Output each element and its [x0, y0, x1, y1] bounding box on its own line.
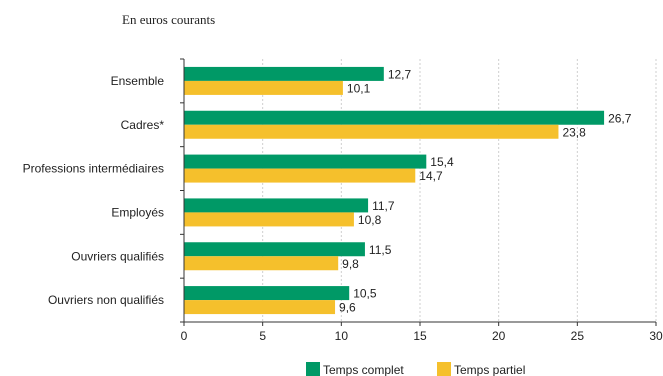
data-label: 10,8	[358, 213, 382, 227]
legend-label: Temps partiel	[454, 363, 525, 376]
x-tick-label: 25	[571, 329, 585, 343]
category-label: Professions intermédiaires	[23, 162, 164, 176]
x-tick-label: 20	[492, 329, 506, 343]
data-label: 10,5	[353, 287, 377, 301]
category-label: Employés	[111, 205, 164, 219]
axes: Ensemble Cadres* Professions intermédiaire…	[23, 58, 663, 343]
gridlines	[262, 59, 657, 322]
legend: Temps complet Temps partiel	[306, 362, 525, 376]
category-label: Ouvriers qualifiés	[71, 249, 164, 263]
bar	[184, 124, 559, 139]
bars: 12,7 10,1 26,7 23,8 15,414,7 11,710,8 11,5 9,8 1…	[184, 66, 632, 315]
data-label: 10,1	[347, 81, 371, 95]
x-tick-label: 10	[335, 329, 349, 343]
legend-swatch	[306, 362, 320, 376]
bar	[184, 212, 354, 227]
bar	[184, 110, 605, 125]
data-label: 23,8	[562, 125, 586, 139]
data-label: 9,8	[342, 257, 359, 271]
bar	[184, 286, 350, 301]
data-label: 11,7	[372, 199, 395, 213]
bar	[184, 242, 365, 257]
category-label: Cadres*	[121, 118, 165, 132]
bar	[184, 66, 384, 81]
legend-swatch	[437, 362, 451, 376]
data-label: 9,6	[339, 301, 356, 315]
bar	[184, 80, 343, 95]
bar	[184, 168, 416, 183]
data-label: 11,5	[369, 243, 392, 257]
legend-label: Temps complet	[323, 363, 404, 376]
chart-subtitle: En euros courants	[122, 12, 216, 27]
data-label: 15,4	[430, 155, 454, 169]
x-tick-label: 5	[259, 329, 266, 343]
bar	[184, 198, 369, 213]
data-label: 12,7	[388, 67, 412, 81]
bar	[184, 256, 339, 271]
bar	[184, 300, 336, 315]
category-label: Ouvriers non qualifiés	[48, 293, 164, 307]
x-tick-label: 0	[181, 329, 188, 343]
x-tick-label: 30	[649, 329, 663, 343]
data-label: 14,7	[419, 169, 443, 183]
bar	[184, 154, 427, 169]
x-tick-label: 15	[413, 329, 427, 343]
data-label: 26,7	[608, 111, 632, 125]
category-label: Ensemble	[111, 74, 165, 88]
